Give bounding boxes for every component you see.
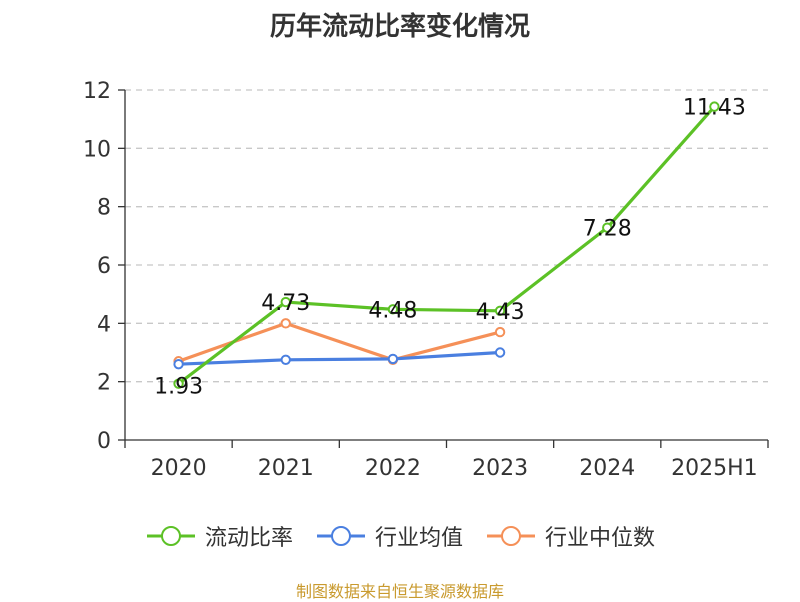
series-line-0 bbox=[177, 105, 716, 385]
grid-lines bbox=[125, 89, 768, 383]
data-label: 4.48 bbox=[368, 298, 417, 323]
legend-label: 流动比率 bbox=[204, 526, 293, 551]
y-tick-label: 12 bbox=[83, 79, 111, 104]
data-label: 11.43 bbox=[683, 96, 746, 121]
x-tick-label-2020: 2020 bbox=[151, 456, 207, 481]
series-0-point[interactable] bbox=[280, 296, 291, 308]
legend: 流动比率 行业均值 行业中位数 bbox=[0, 520, 800, 552]
y-tick-label: 2 bbox=[97, 371, 111, 396]
legend-label: 行业中位数 bbox=[545, 526, 656, 551]
legend-label: 行业均值 bbox=[374, 526, 463, 551]
x-tick-label-2024: 2024 bbox=[579, 456, 635, 481]
axes: 0 2 4 6 8 10 12 2020 2021 2022 2023 2024 2025H1 bbox=[83, 79, 769, 481]
x-tick-label-2025H1: 2025H1 bbox=[671, 456, 758, 481]
series-1-point[interactable] bbox=[173, 358, 184, 370]
y-tick-label: 6 bbox=[97, 254, 111, 279]
data-label: 4.43 bbox=[476, 300, 525, 325]
source-note: 制图数据来自恒生聚源数据库 bbox=[295, 582, 504, 601]
x-tick-label-2021: 2021 bbox=[258, 456, 314, 481]
series-2-point[interactable] bbox=[280, 318, 291, 329]
series-0-point[interactable] bbox=[494, 305, 506, 316]
legend-line-icon bbox=[487, 526, 535, 546]
series-0-point[interactable] bbox=[709, 101, 720, 112]
series-1-point[interactable] bbox=[387, 353, 399, 365]
line-chart: 0 2 4 6 8 10 12 2020 2021 2022 2023 2024 2025H1 1.93… bbox=[83, 79, 769, 481]
legend-line-icon bbox=[146, 526, 195, 546]
chart-title: 历年流动比率变化情况 bbox=[269, 12, 530, 42]
series-0-point[interactable] bbox=[602, 222, 613, 233]
data-labels: 1.93 4.73 4.48 4.43 7.28 11.43 bbox=[154, 96, 746, 400]
legend-line-icon bbox=[316, 526, 365, 546]
x-tick-label-2022: 2022 bbox=[365, 456, 421, 481]
y-tick-label: 0 bbox=[97, 429, 111, 454]
legend-item-2[interactable]: 行业中位数 bbox=[485, 520, 655, 552]
series-line-1 bbox=[178, 350, 501, 366]
data-label: 7.28 bbox=[583, 217, 632, 242]
data-label: 1.93 bbox=[154, 375, 203, 400]
legend-item-1[interactable]: 行业均值 bbox=[315, 520, 463, 552]
data-label: 4.73 bbox=[261, 291, 310, 316]
y-tick-label: 4 bbox=[97, 312, 111, 337]
legend-item-0[interactable]: 流动比率 bbox=[145, 520, 293, 552]
series-0-point[interactable] bbox=[387, 304, 399, 315]
series-lines bbox=[173, 101, 720, 389]
y-tick-label: 8 bbox=[97, 196, 111, 221]
series-1-point[interactable] bbox=[494, 347, 506, 358]
series-0-point[interactable] bbox=[173, 378, 184, 389]
series-1-point[interactable] bbox=[280, 354, 291, 365]
x-tick-label-2023: 2023 bbox=[472, 456, 528, 481]
y-tick-label: 10 bbox=[83, 137, 111, 162]
series-2-point[interactable] bbox=[494, 326, 506, 338]
